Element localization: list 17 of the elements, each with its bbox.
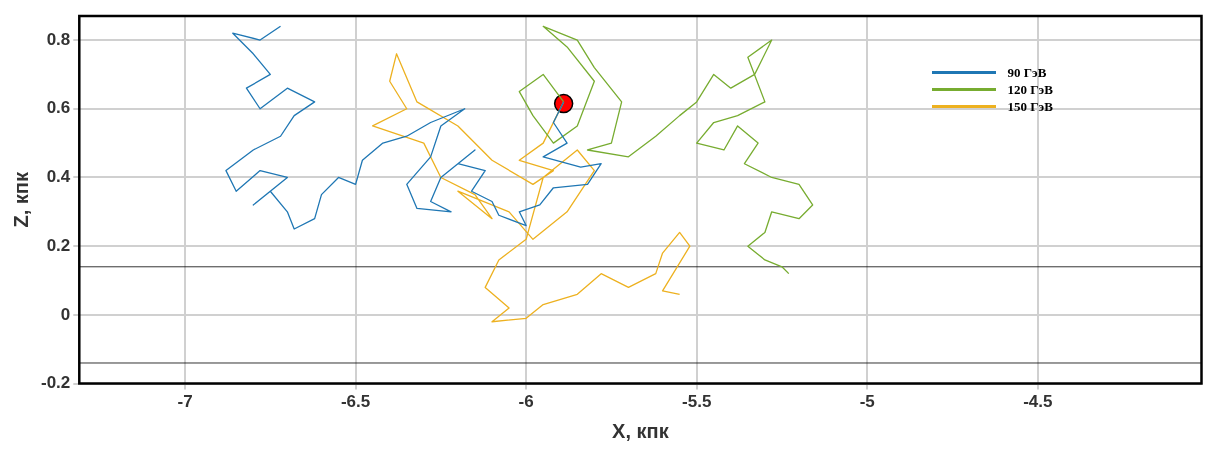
y-tick-label: 0.8	[46, 29, 71, 49]
x-axis-title: X, кпк	[612, 419, 670, 442]
y-tick-label: -0.2	[41, 373, 71, 393]
y-tick-label: 0.6	[46, 98, 71, 118]
legend-label: 90 ГэВ	[1007, 64, 1047, 81]
legend-label: 120 ГэВ	[1007, 81, 1053, 98]
y-tick-label: 0	[60, 304, 71, 324]
x-tick-label: -5	[859, 392, 875, 412]
legend-label: 150 ГэВ	[1007, 98, 1053, 115]
y-tick-label: 0.2	[46, 235, 71, 255]
x-tick-label: -4.5	[1023, 392, 1053, 412]
x-tick-label: -6	[518, 392, 534, 412]
x-tick-label: -5.5	[682, 392, 712, 412]
x-tick-label: -6.5	[340, 392, 371, 412]
y-axis-title: Z, кпк	[9, 171, 32, 228]
x-tick-label: -7	[177, 392, 193, 412]
y-tick-label: 0.4	[46, 167, 71, 187]
